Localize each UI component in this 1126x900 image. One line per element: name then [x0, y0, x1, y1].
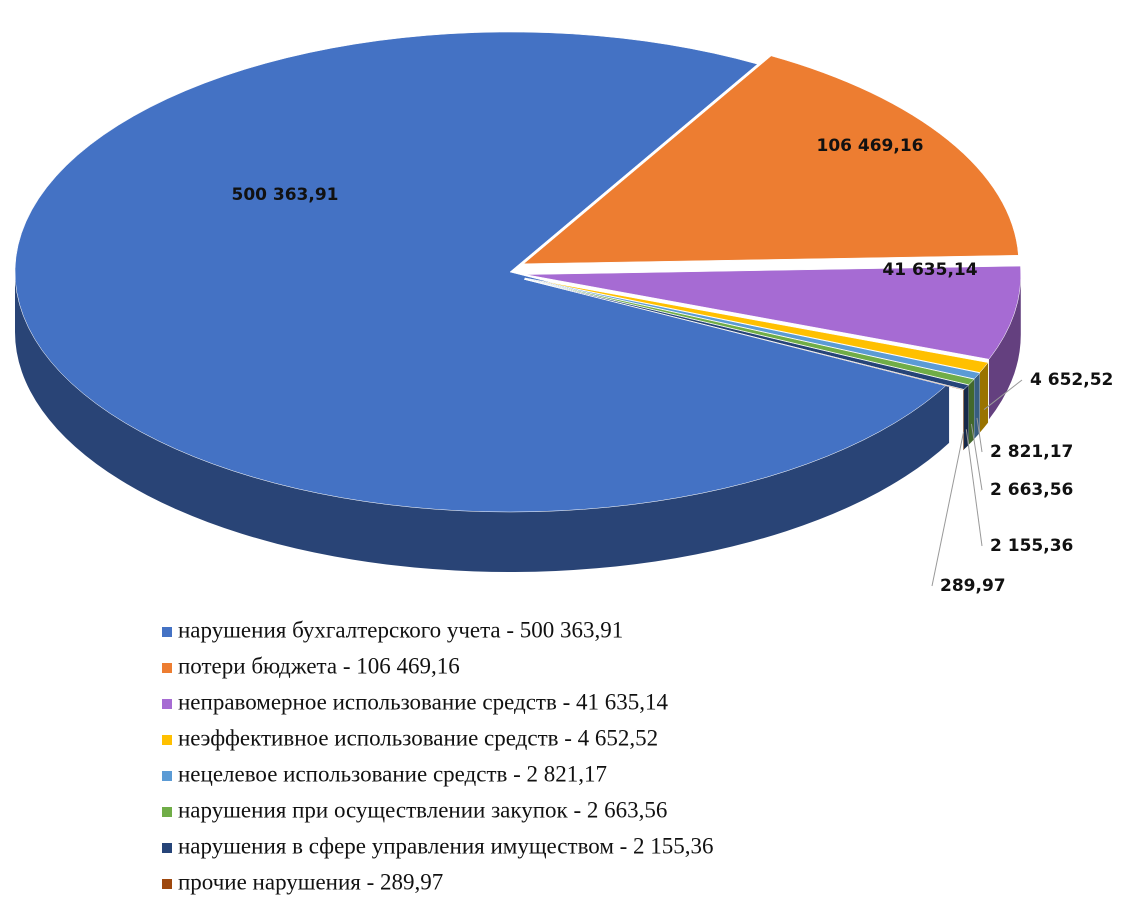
slice [524, 278, 975, 385]
legend-swatch [162, 879, 172, 889]
leader-line [983, 379, 1023, 410]
slice-side [963, 389, 964, 451]
leader-line [970, 423, 983, 491]
slice [524, 278, 981, 380]
data-label: 106 469,16 [816, 136, 923, 156]
slice [523, 55, 1019, 265]
slice-side [974, 372, 980, 439]
legend-label: нарушения бухгалтерского учета - 500 363… [178, 617, 623, 642]
legend-label: нарушения при осуществлении закупок - 2 … [178, 797, 667, 822]
slice [524, 279, 965, 391]
legend-label: потери бюджета - 106 469,16 [178, 653, 460, 678]
slice-side [979, 362, 989, 433]
legend-swatch [162, 735, 172, 745]
leader-line [965, 429, 983, 547]
leader-line [931, 431, 965, 587]
data-label: 2 155,36 [990, 536, 1073, 556]
data-label: 289,97 [940, 576, 1006, 596]
pie-sides [15, 272, 1021, 573]
leader-line [976, 417, 983, 453]
slice-side [963, 385, 969, 450]
slice-side [968, 379, 975, 445]
slice [525, 265, 1022, 360]
data-label: 4 652,52 [1030, 370, 1113, 390]
slice [14, 31, 950, 513]
slice [524, 277, 989, 373]
legend-label: неэффективное использование средств - 4 … [178, 725, 658, 750]
slice-side [15, 272, 950, 573]
legend-swatch [162, 771, 172, 781]
legend-swatch [162, 843, 172, 853]
data-label: 2 663,56 [990, 480, 1073, 500]
legend-label: нарушения в сфере управления имуществом … [178, 833, 714, 858]
slice-side [988, 274, 1021, 420]
pie-tops [14, 31, 1022, 513]
data-label: 500 363,91 [231, 185, 338, 205]
data-label: 41 635,14 [882, 260, 977, 280]
legend-swatch [162, 807, 172, 817]
legend-swatch [162, 699, 172, 709]
data-label: 2 821,17 [990, 442, 1073, 462]
legend-swatch [162, 627, 172, 637]
legend-label: неправомерное использование средств - 41… [178, 689, 668, 714]
legend-swatch [162, 663, 172, 673]
legend-label: нецелевое использование средств - 2 821,… [178, 761, 607, 786]
legend-label: прочие нарушения - 289,97 [178, 869, 443, 894]
